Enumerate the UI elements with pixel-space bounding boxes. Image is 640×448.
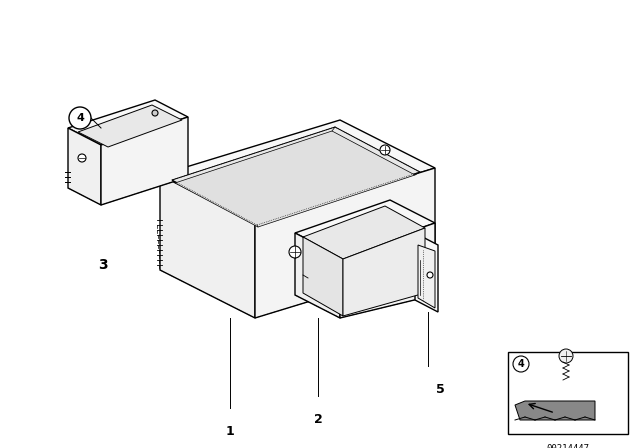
Polygon shape bbox=[295, 200, 435, 256]
Polygon shape bbox=[418, 245, 435, 308]
Circle shape bbox=[380, 145, 390, 155]
Circle shape bbox=[152, 110, 158, 116]
Polygon shape bbox=[255, 168, 435, 318]
Text: 3: 3 bbox=[98, 258, 108, 272]
Circle shape bbox=[289, 246, 301, 258]
Bar bbox=[508, 352, 628, 434]
Circle shape bbox=[513, 356, 529, 372]
Polygon shape bbox=[340, 223, 435, 318]
Text: 4: 4 bbox=[76, 113, 84, 123]
Polygon shape bbox=[68, 100, 188, 145]
Text: 00214447: 00214447 bbox=[547, 444, 589, 448]
Polygon shape bbox=[303, 237, 343, 316]
Circle shape bbox=[559, 349, 573, 363]
Text: 5: 5 bbox=[436, 383, 444, 396]
Polygon shape bbox=[78, 105, 182, 147]
Polygon shape bbox=[295, 233, 340, 318]
Polygon shape bbox=[515, 401, 595, 420]
Polygon shape bbox=[160, 175, 255, 318]
Polygon shape bbox=[175, 131, 415, 227]
Polygon shape bbox=[172, 127, 420, 225]
Text: 1: 1 bbox=[226, 425, 234, 438]
Polygon shape bbox=[415, 233, 438, 312]
Text: 2: 2 bbox=[314, 413, 323, 426]
Polygon shape bbox=[303, 206, 425, 259]
Polygon shape bbox=[160, 120, 435, 223]
Polygon shape bbox=[68, 128, 101, 205]
Circle shape bbox=[69, 107, 91, 129]
Text: 4: 4 bbox=[518, 359, 524, 369]
Polygon shape bbox=[343, 228, 425, 316]
Circle shape bbox=[78, 154, 86, 162]
Polygon shape bbox=[101, 117, 188, 205]
Circle shape bbox=[427, 272, 433, 278]
